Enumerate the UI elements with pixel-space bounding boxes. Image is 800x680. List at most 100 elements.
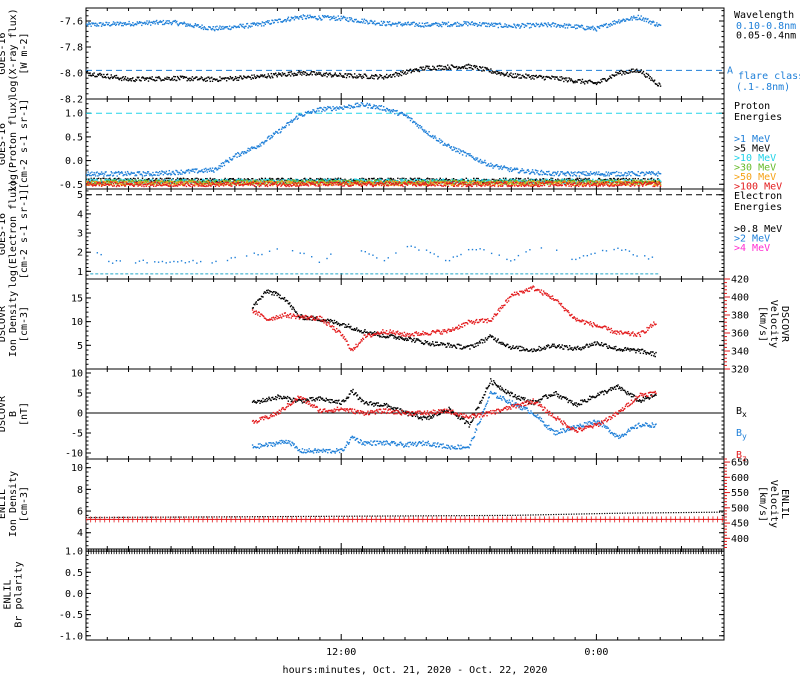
data-point — [248, 25, 250, 27]
data-point — [141, 24, 143, 27]
data-point — [86, 70, 89, 73]
data-point — [474, 183, 476, 185]
data-point — [438, 140, 440, 142]
data-point — [421, 180, 424, 182]
data-point — [426, 180, 428, 183]
data-point — [147, 23, 149, 26]
data-point — [414, 68, 416, 70]
data-point — [455, 179, 457, 181]
data-point — [104, 171, 107, 173]
data-point — [447, 21, 450, 23]
data-point — [310, 177, 312, 180]
data-point — [485, 164, 488, 167]
data-point — [487, 182, 489, 185]
data-point — [128, 78, 130, 80]
data-point — [99, 172, 101, 175]
data-point — [248, 180, 250, 182]
data-point — [179, 172, 181, 174]
data-point — [159, 180, 162, 182]
data-point — [353, 106, 356, 109]
data-point — [458, 25, 461, 27]
data-point — [214, 78, 216, 80]
data-point — [443, 144, 445, 146]
data-point — [181, 178, 183, 181]
data-point — [216, 180, 218, 183]
data-point — [514, 168, 517, 171]
data-point — [221, 165, 223, 168]
data-point — [193, 182, 196, 184]
data-point — [503, 178, 505, 180]
data-point — [461, 150, 463, 152]
data-point — [458, 66, 460, 68]
data-point — [304, 111, 307, 113]
data-point — [251, 22, 254, 24]
data-point — [644, 75, 646, 77]
data-point — [285, 182, 287, 185]
data-point — [420, 25, 423, 28]
data-point — [168, 77, 171, 79]
data-point — [521, 75, 523, 77]
data-point — [561, 78, 564, 80]
data-point — [366, 180, 369, 183]
data-point — [432, 178, 435, 180]
data-point — [404, 22, 406, 24]
data-point — [194, 178, 197, 181]
data-point — [282, 178, 284, 180]
data-point — [414, 181, 417, 183]
data-point — [327, 182, 329, 185]
data-point — [143, 180, 145, 182]
data-point — [456, 21, 459, 24]
data-point — [259, 143, 261, 145]
data-point — [443, 65, 445, 68]
data-point — [630, 171, 633, 173]
data-point — [389, 74, 392, 76]
data-point — [366, 77, 369, 79]
data-point — [560, 25, 563, 27]
data-point — [260, 74, 262, 76]
data-point — [173, 180, 176, 183]
data-point — [640, 15, 642, 17]
data-point — [548, 23, 550, 26]
data-point — [475, 65, 477, 67]
data-point — [338, 108, 340, 110]
data-point — [307, 17, 310, 19]
data-point — [640, 69, 642, 71]
data-point — [610, 77, 613, 79]
data-point — [319, 177, 322, 180]
data-point — [394, 183, 397, 186]
data-point — [272, 178, 274, 180]
data-point — [535, 74, 537, 77]
data-point — [170, 79, 172, 81]
data-point — [397, 21, 400, 24]
data-point — [445, 22, 447, 24]
data-point — [395, 23, 398, 25]
data-point — [326, 15, 328, 18]
data-point — [142, 180, 144, 183]
data-point — [493, 180, 495, 182]
data-point — [164, 22, 167, 24]
data-point — [385, 179, 388, 182]
data-point — [487, 180, 489, 182]
data-point — [126, 23, 128, 25]
data-point — [118, 181, 121, 183]
data-point — [386, 181, 389, 184]
data-point — [629, 171, 631, 174]
data-point — [118, 182, 120, 185]
data-point — [176, 179, 178, 182]
data-point — [490, 181, 492, 184]
data-point — [402, 180, 404, 182]
data-point — [254, 181, 256, 184]
data-point — [534, 179, 537, 182]
data-point — [560, 179, 563, 181]
data-point — [363, 18, 366, 20]
data-point — [306, 112, 308, 114]
data-point — [148, 178, 150, 180]
data-point — [544, 173, 546, 175]
data-point — [343, 76, 345, 78]
data-point — [567, 177, 569, 180]
data-point — [392, 74, 395, 76]
data-point — [164, 22, 166, 25]
data-point — [107, 76, 109, 79]
data-point — [471, 68, 473, 70]
data-point — [572, 181, 575, 184]
